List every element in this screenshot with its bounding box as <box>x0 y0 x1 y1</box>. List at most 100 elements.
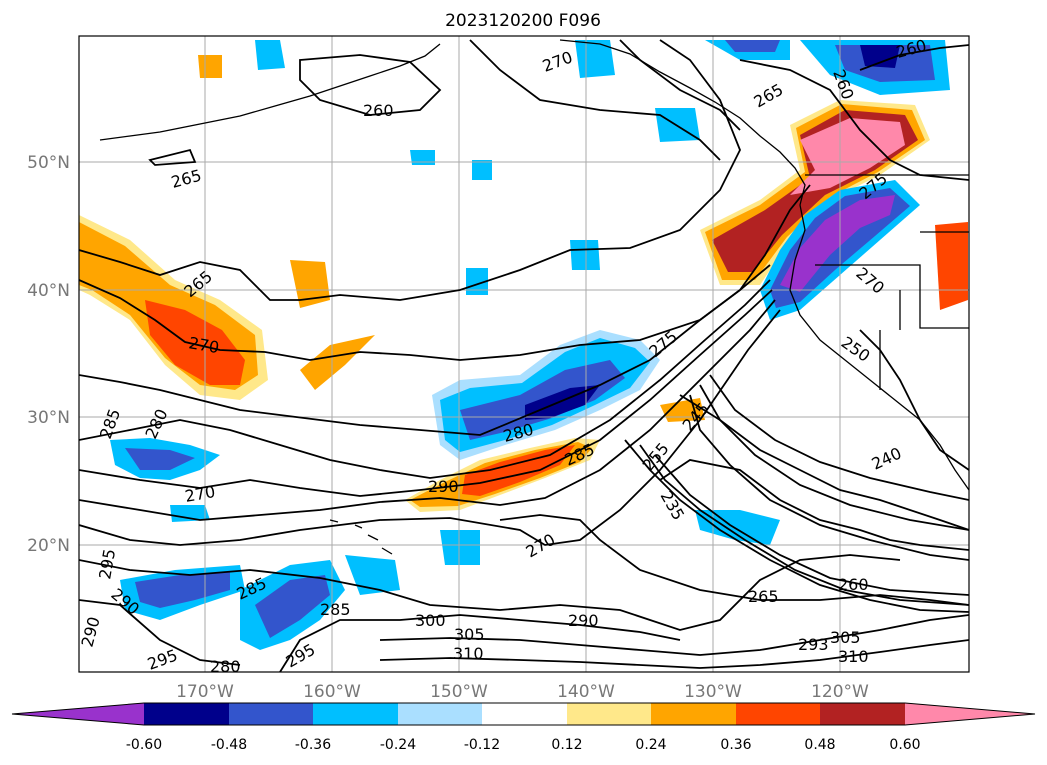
colorbar-segment <box>567 703 651 725</box>
contour-label: 300 <box>415 611 446 630</box>
graticule <box>79 36 969 672</box>
contour-line <box>859 329 969 471</box>
anomaly-fill-layer <box>79 40 968 650</box>
positive-anomaly-region <box>935 222 968 310</box>
contour-line <box>379 639 969 669</box>
contour-line <box>639 444 969 606</box>
colorbar-segment <box>313 703 398 725</box>
contour-line <box>624 439 969 613</box>
negative-anomaly-region <box>255 40 285 70</box>
negative-anomaly-region <box>575 40 615 78</box>
colorbar-tick-label: 0.48 <box>804 737 835 753</box>
negative-anomaly-region <box>472 160 492 180</box>
positive-anomaly-region <box>300 335 375 390</box>
longitude-labels: 170°W 160°W 150°W 140°W 130°W 120°W <box>176 682 869 702</box>
contour-line <box>689 394 969 561</box>
contour-label: 285 <box>320 600 351 619</box>
colorbar-tick-label: 0.36 <box>720 737 751 753</box>
contour-label: 310 <box>838 647 869 666</box>
contour-label: 260 <box>838 575 869 594</box>
contour-label: 290 <box>428 477 459 496</box>
colorbar-segment <box>820 703 905 725</box>
positive-anomaly-region <box>462 445 575 496</box>
positive-anomaly-region <box>290 260 330 308</box>
contour-label: 265 <box>748 587 779 606</box>
positive-anomaly-region <box>198 55 222 78</box>
lon-label: 130°W <box>684 682 742 702</box>
negative-anomaly-region <box>255 575 330 638</box>
colorbar-tick-label: -0.12 <box>464 737 500 753</box>
lon-label: 150°W <box>430 682 488 702</box>
contour-line <box>659 459 969 551</box>
colorbar-tick-label: -0.24 <box>380 737 416 753</box>
colorbar-tick-label: -0.36 <box>295 737 331 753</box>
us-state-borders <box>805 174 969 390</box>
contour-label: 305 <box>830 628 861 647</box>
colorbar-outline <box>11 702 1036 726</box>
negative-anomaly-region <box>125 448 195 470</box>
contour-line <box>709 374 969 501</box>
contour-line <box>654 454 969 596</box>
colorbar-segment <box>398 703 482 725</box>
contour-line <box>699 384 969 531</box>
contour-line <box>79 299 776 521</box>
contour-line <box>299 54 442 116</box>
contour-label: 310 <box>453 644 484 663</box>
negative-anomaly-region <box>695 510 780 545</box>
contour-label: 293 <box>798 635 829 654</box>
height-contours <box>79 39 969 672</box>
colorbar-segment <box>229 703 313 725</box>
contour-label: 260 <box>363 101 394 120</box>
positive-anomaly-region <box>790 118 905 195</box>
coastlines <box>99 39 969 555</box>
contour-line <box>79 554 901 631</box>
contour-line <box>469 39 721 161</box>
positive-anomaly-region <box>145 300 245 385</box>
colorbar-tick-label: 0.60 <box>889 737 920 753</box>
colorbar-tick-label: -0.60 <box>126 737 162 753</box>
us-west-coastline <box>789 204 969 491</box>
aleutian-coastline <box>99 43 441 141</box>
lat-label: 40°N <box>27 281 70 301</box>
colorbar-segment <box>736 703 820 725</box>
negative-anomaly-region <box>170 505 210 522</box>
negative-anomaly-region <box>860 45 900 68</box>
map-title: 2023120200 F096 <box>445 11 601 31</box>
negative-anomaly-region <box>466 268 488 295</box>
contour-line <box>79 279 771 479</box>
colorbar-segment <box>482 703 567 725</box>
negative-anomaly-region <box>135 572 230 608</box>
colorbar-extend-min <box>12 703 144 725</box>
lon-label: 120°W <box>811 682 869 702</box>
contour-line <box>679 394 969 531</box>
latitude-labels: 50°N 40°N 30°N 20°N <box>27 153 70 556</box>
colorbar-extend-max <box>905 703 1035 725</box>
contour-line <box>859 44 969 71</box>
colorbar-segment <box>144 703 229 725</box>
lat-label: 30°N <box>27 408 70 428</box>
lon-label: 160°W <box>303 682 361 702</box>
contour-line <box>79 264 771 436</box>
contour-line <box>499 514 969 606</box>
contour-label: 280 <box>210 657 241 676</box>
contour-line <box>79 39 741 301</box>
colorbar: -0.60 -0.48 -0.36 -0.24 -0.12 0.12 0.24 … <box>11 702 1036 753</box>
contour-line <box>739 59 969 181</box>
lon-label: 170°W <box>176 682 234 702</box>
contour-line <box>148 148 197 166</box>
negative-anomaly-region <box>780 195 895 292</box>
lat-label: 20°N <box>27 536 70 556</box>
colorbar-tick-label: -0.48 <box>211 737 247 753</box>
negative-anomaly-region <box>570 240 600 270</box>
map-panel[interactable]: 270 260 265 260 260 265 265 270 275 280 … <box>78 35 970 676</box>
contour-label: 290 <box>568 611 599 630</box>
colorbar-tick-label: 0.24 <box>635 737 666 753</box>
negative-anomaly-region <box>440 530 480 565</box>
colorbar-tick-label: 0.12 <box>551 737 582 753</box>
contour-label: 305 <box>454 625 485 644</box>
contour-line <box>79 289 773 497</box>
negative-anomaly-region <box>725 40 780 52</box>
contour-line <box>79 184 811 361</box>
contour-line <box>79 309 781 546</box>
negative-anomaly-region <box>410 150 435 165</box>
